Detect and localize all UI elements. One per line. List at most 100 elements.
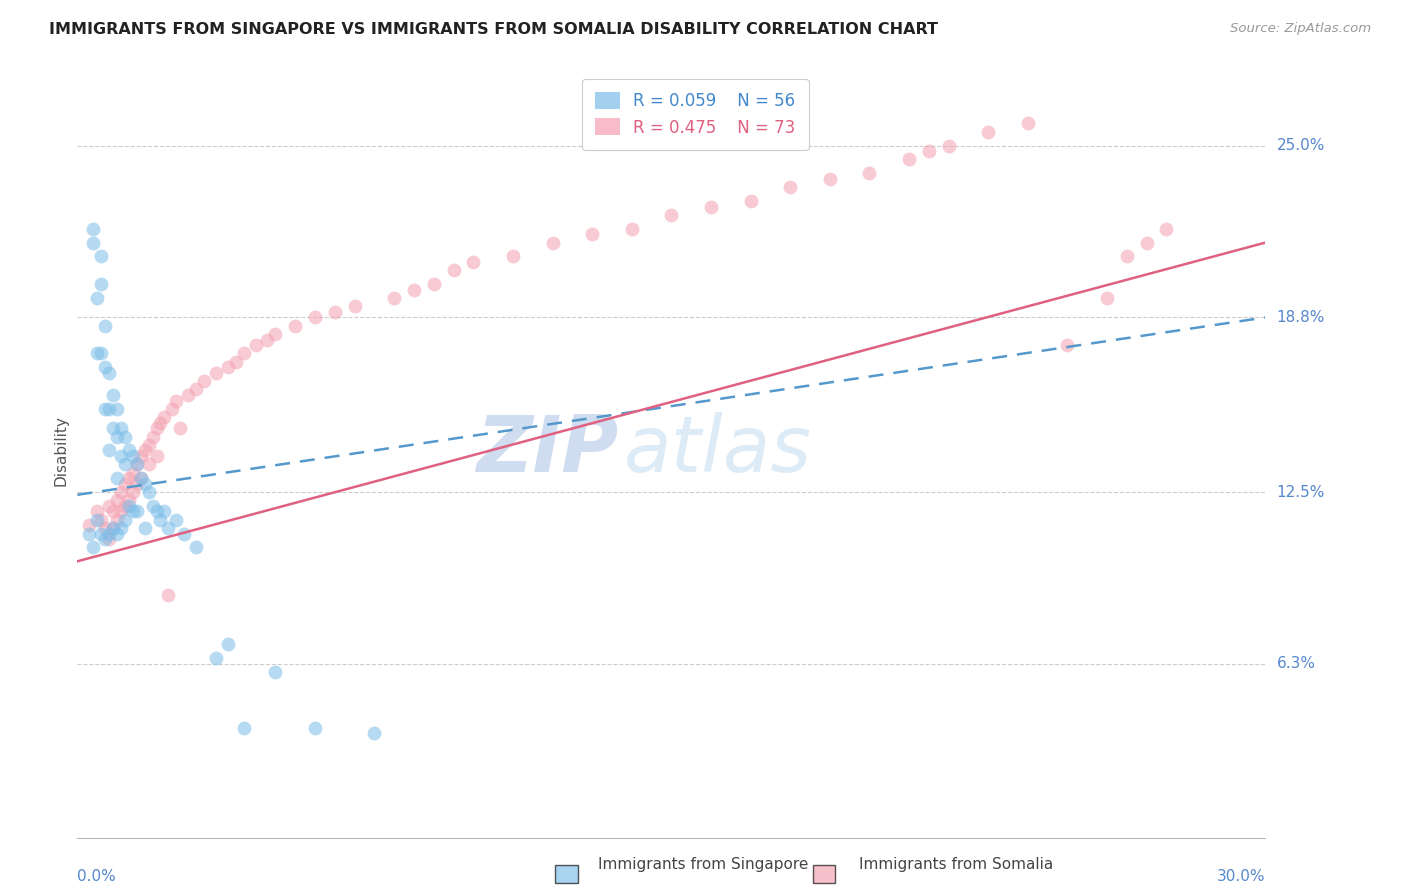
Point: [90, 250, 112, 264]
Text: ZIP: ZIP: [475, 412, 617, 489]
Point: [153, 410, 176, 425]
Point: [82, 221, 104, 235]
Point: [138, 458, 160, 472]
Point: [343, 299, 366, 313]
Point: [94, 318, 117, 333]
Point: [98, 443, 121, 458]
Point: [153, 504, 176, 518]
Text: 25.0%: 25.0%: [1277, 138, 1324, 153]
Point: [142, 429, 165, 443]
Point: [620, 221, 643, 235]
Point: [86, 504, 108, 518]
Point: [90, 526, 112, 541]
Point: [1156, 221, 1178, 235]
Text: 6.3%: 6.3%: [1277, 657, 1316, 672]
Point: [121, 485, 143, 500]
Point: [90, 277, 112, 292]
Point: [205, 366, 228, 380]
Point: [118, 443, 141, 458]
Point: [110, 449, 132, 463]
Point: [129, 471, 152, 485]
Text: 0.0%: 0.0%: [77, 869, 117, 884]
Point: [1095, 291, 1118, 305]
Text: Source: ZipAtlas.com: Source: ZipAtlas.com: [1230, 22, 1371, 36]
Point: [105, 513, 128, 527]
Point: [105, 429, 128, 443]
Point: [304, 310, 326, 325]
Text: Immigrants from Somalia: Immigrants from Somalia: [859, 857, 1053, 872]
Point: [256, 333, 278, 347]
Point: [82, 541, 104, 555]
Point: [232, 346, 254, 360]
Point: [142, 499, 165, 513]
Point: [232, 721, 254, 735]
Point: [165, 513, 187, 527]
Point: [118, 493, 141, 508]
Point: [463, 255, 485, 269]
Point: [323, 305, 346, 319]
Point: [581, 227, 603, 242]
Point: [118, 471, 141, 485]
Point: [217, 637, 239, 651]
Point: [101, 388, 124, 402]
Point: [98, 526, 121, 541]
Point: [105, 401, 128, 416]
Point: [90, 513, 112, 527]
Point: [502, 250, 524, 264]
Point: [145, 421, 167, 435]
Point: [134, 443, 156, 458]
Point: [1056, 338, 1078, 352]
Point: [82, 235, 104, 250]
Point: [304, 721, 326, 735]
Text: 12.5%: 12.5%: [1277, 484, 1324, 500]
Point: [541, 235, 564, 250]
Legend: R = 0.059    N = 56, R = 0.475    N = 73: R = 0.059 N = 56, R = 0.475 N = 73: [582, 78, 808, 150]
Point: [121, 466, 143, 480]
Point: [818, 172, 841, 186]
Point: [186, 541, 208, 555]
Point: [77, 526, 100, 541]
Point: [157, 521, 180, 535]
Point: [245, 338, 267, 352]
Point: [363, 726, 385, 740]
Point: [94, 401, 117, 416]
Point: [101, 421, 124, 435]
Point: [86, 513, 108, 527]
Point: [125, 504, 148, 518]
Point: [134, 521, 156, 535]
Point: [98, 366, 121, 380]
Point: [918, 144, 941, 158]
Point: [114, 458, 136, 472]
Y-axis label: Disability: Disability: [53, 415, 69, 486]
Point: [779, 180, 801, 194]
Point: [977, 125, 1000, 139]
Point: [129, 471, 152, 485]
Point: [443, 263, 465, 277]
Point: [98, 499, 121, 513]
Point: [110, 485, 132, 500]
Text: IMMIGRANTS FROM SINGAPORE VS IMMIGRANTS FROM SOMALIA DISABILITY CORRELATION CHAR: IMMIGRANTS FROM SINGAPORE VS IMMIGRANTS …: [49, 22, 938, 37]
Point: [193, 374, 215, 388]
Text: 18.8%: 18.8%: [1277, 310, 1324, 325]
Point: [105, 526, 128, 541]
Point: [382, 291, 405, 305]
Point: [1115, 250, 1137, 264]
Point: [138, 438, 160, 452]
Point: [94, 360, 117, 375]
Point: [118, 499, 141, 513]
Point: [145, 449, 167, 463]
Point: [177, 388, 200, 402]
Point: [129, 449, 152, 463]
Point: [101, 521, 124, 535]
Point: [114, 429, 136, 443]
Point: [114, 476, 136, 491]
Point: [1017, 116, 1039, 130]
Point: [205, 651, 228, 665]
Point: [938, 138, 960, 153]
Point: [145, 504, 167, 518]
Point: [94, 532, 117, 546]
Point: [110, 421, 132, 435]
Point: [423, 277, 446, 292]
Point: [165, 393, 187, 408]
Point: [134, 476, 156, 491]
